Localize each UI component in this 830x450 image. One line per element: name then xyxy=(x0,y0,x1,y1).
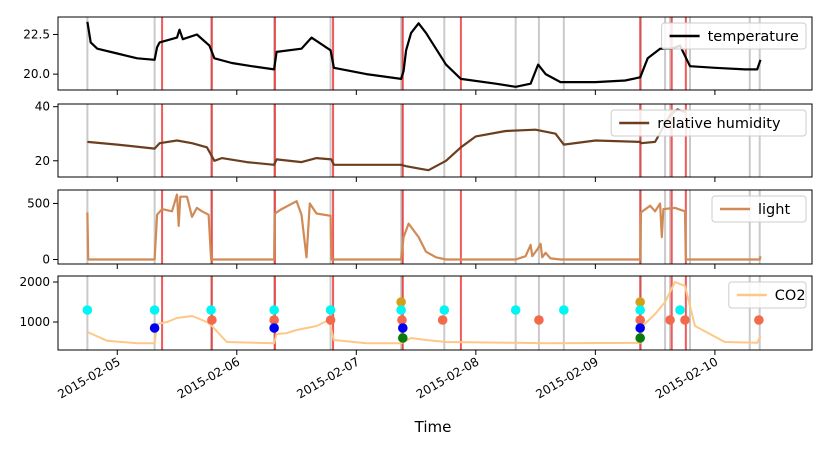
event-marker xyxy=(396,305,406,315)
event-marker xyxy=(635,315,645,325)
legend-label: light xyxy=(758,202,790,218)
legend-box xyxy=(711,195,807,223)
event-marker xyxy=(82,305,93,315)
event-marker xyxy=(207,315,217,325)
event-marker xyxy=(397,333,408,343)
panel-frame xyxy=(57,189,813,265)
panel-frame xyxy=(57,103,813,178)
event-marker xyxy=(635,305,645,315)
event-marker xyxy=(559,305,569,315)
legend: temperature xyxy=(661,22,807,50)
event-marker xyxy=(680,315,690,325)
event-marker xyxy=(149,323,160,333)
y-tick-label: 0 xyxy=(42,253,50,267)
y-tick-label: 40 xyxy=(35,100,50,114)
y-tick-label: 20 xyxy=(35,154,50,168)
event-marker xyxy=(149,305,160,315)
y-tick-label: 22.5 xyxy=(23,27,50,41)
y-tick-label: 20.0 xyxy=(23,67,50,81)
event-marker xyxy=(510,305,521,315)
x-tick-label: 2015-02-08 xyxy=(414,354,481,401)
legend-label: CO2 xyxy=(775,288,806,304)
CO2-line xyxy=(86,281,762,345)
legend: light xyxy=(711,195,807,223)
y-tick-label: 1000 xyxy=(19,315,50,329)
legend: CO2 xyxy=(728,281,807,309)
x-tick-label: 2015-02-06 xyxy=(175,354,242,401)
x-tick-label: 2015-02-05 xyxy=(55,354,122,401)
event-marker xyxy=(397,323,408,333)
panel-frame xyxy=(57,16,813,91)
y-tick-label: 500 xyxy=(27,196,50,210)
legend-label: temperature xyxy=(708,29,799,45)
plot-area xyxy=(86,190,762,264)
event-marker xyxy=(675,305,685,315)
event-marker xyxy=(206,305,216,315)
event-marker xyxy=(325,315,336,325)
light-line xyxy=(86,193,762,261)
panel-light: 0 500 light xyxy=(27,189,813,269)
x-axis-label: Time xyxy=(414,418,452,436)
event-marker xyxy=(635,333,645,343)
legend-box xyxy=(610,109,807,137)
event-marker xyxy=(269,315,279,325)
legend: relative humidity xyxy=(610,109,807,137)
event-marker xyxy=(396,297,406,307)
event-marker xyxy=(534,315,544,325)
x-tick-label: 2015-02-10 xyxy=(653,354,720,401)
legend-box xyxy=(728,281,807,309)
event-marker xyxy=(635,323,645,333)
event-marker xyxy=(269,323,279,333)
plot-area xyxy=(86,17,762,90)
event-marker xyxy=(325,305,336,315)
legend-box xyxy=(661,22,807,50)
panel-temperature: 20.0 22.5 temperature xyxy=(23,16,813,95)
event-marker xyxy=(437,315,448,325)
event-marker xyxy=(635,297,645,307)
event-marker xyxy=(439,305,450,315)
event-marker xyxy=(269,305,279,315)
event-marker xyxy=(397,315,407,325)
plot-area xyxy=(82,276,764,350)
legend-label: relative humidity xyxy=(657,116,781,132)
panel-frame xyxy=(57,275,813,351)
panel-CO2: 1000 2000 CO2 xyxy=(19,275,813,355)
panel-relative-humidity: 20 40 relative humidity xyxy=(35,100,813,182)
event-marker xyxy=(665,315,675,325)
x-tick-label: 2015-02-07 xyxy=(294,354,361,401)
relative-humidity-line xyxy=(87,108,686,172)
y-tick-label: 2000 xyxy=(19,275,50,289)
event-marker xyxy=(754,315,764,325)
x-tick-label: 2015-02-09 xyxy=(533,354,600,401)
temperature-line xyxy=(86,21,762,88)
